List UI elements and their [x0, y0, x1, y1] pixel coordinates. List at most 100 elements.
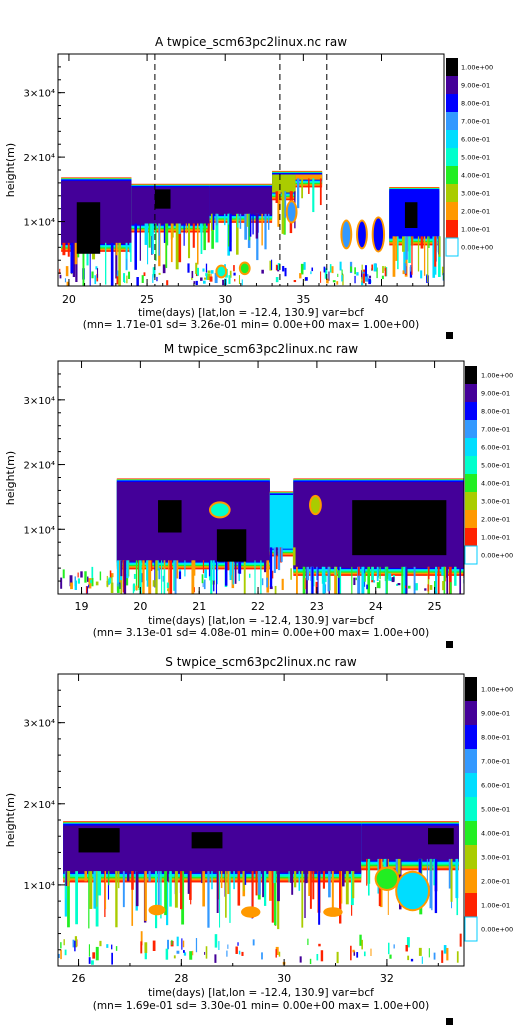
cell-streak — [86, 242, 89, 266]
cell-spot-3 — [287, 202, 296, 222]
x-tick-label-0: 19 — [75, 600, 89, 613]
cell-streak — [202, 560, 205, 574]
colorbar-swatch-5 — [446, 148, 458, 166]
cell-streak — [448, 858, 451, 889]
cell-streak — [389, 578, 393, 582]
cell-streak — [353, 577, 356, 586]
cell-streak — [336, 951, 339, 964]
cell-streak — [241, 279, 243, 286]
cell-streak — [123, 560, 127, 594]
cell-streak — [90, 579, 92, 584]
cell-streak — [269, 260, 273, 271]
cell-streak — [284, 267, 287, 277]
cell-streak — [91, 271, 94, 279]
cell-streak — [318, 871, 321, 925]
chart-panel-0: 20 25 30 35 40 1×10⁴ 2×10⁴ 3×10⁴ A twpice_scm63p… — [4, 35, 493, 339]
cell-streak — [443, 945, 447, 954]
cell-streak — [147, 223, 149, 265]
cell-streak — [261, 269, 264, 274]
colorbar-swatch-4 — [465, 773, 477, 797]
cell-streak — [454, 566, 457, 586]
cell-streak — [354, 267, 356, 275]
cell-streak — [88, 584, 90, 588]
cell-streak — [183, 952, 187, 956]
colorbar-label-8: 2.00e-01 — [461, 208, 490, 216]
cell-streak — [219, 871, 221, 928]
cell-streak — [187, 223, 191, 259]
colorbar-label-8: 2.00e-01 — [481, 878, 510, 886]
cell-streak — [144, 871, 147, 921]
cell-streak — [115, 871, 118, 928]
cell-spot-5 — [240, 263, 249, 274]
heatmap-cells — [58, 821, 462, 965]
cell-streak — [108, 871, 110, 886]
cell-streak — [203, 579, 206, 590]
cell-streak — [311, 566, 314, 594]
cell-streak — [227, 944, 229, 949]
cloud-layer-4 — [295, 174, 323, 180]
cell-streak — [269, 586, 273, 590]
cell-streak — [131, 871, 134, 926]
cell-streak — [365, 274, 369, 282]
x-tick-label-3: 32 — [380, 972, 394, 985]
cell-streak — [275, 277, 279, 283]
cell-streak — [302, 566, 305, 594]
cell-streak — [118, 871, 120, 889]
cell-streak — [342, 274, 344, 286]
cell-streak — [89, 871, 93, 909]
cell-streak — [310, 271, 312, 275]
cell-streak — [345, 871, 349, 905]
cell-streak — [215, 213, 219, 243]
cell-streak — [304, 871, 308, 884]
cell-streak — [261, 213, 263, 246]
cell-streak — [306, 566, 310, 581]
cell-streak — [243, 871, 245, 892]
cell-streak — [131, 871, 134, 890]
cell-streak — [220, 871, 223, 889]
cell-streak — [140, 931, 143, 946]
cell-streak — [376, 566, 379, 582]
cell-streak — [158, 272, 161, 275]
colorbar-label-2: 8.00e-01 — [481, 734, 510, 742]
cell-streak — [405, 944, 408, 952]
cell-streak — [329, 264, 332, 273]
cell-streak — [364, 265, 367, 277]
cell-max-2 — [428, 828, 454, 845]
colorbar-label-5: 5.00e-01 — [461, 154, 490, 162]
cell-streak — [408, 236, 411, 264]
cell-streak — [163, 560, 166, 594]
cell-streak — [138, 560, 140, 591]
cell-streak — [192, 950, 194, 956]
cell-streak — [361, 264, 363, 274]
cell-streak — [104, 871, 106, 918]
cell-streak — [391, 577, 395, 583]
cell-streak — [409, 265, 412, 272]
cell-streak — [297, 178, 300, 209]
cell-streak — [134, 223, 138, 270]
cell-streak — [268, 871, 272, 901]
y-tick-label-2: 3×10⁴ — [24, 89, 55, 100]
cell-streak — [229, 270, 232, 278]
cell-streak — [312, 871, 315, 900]
cell-streak — [173, 955, 176, 959]
colorbar-swatch-9 — [465, 528, 477, 546]
colorbar-swatch-8 — [465, 510, 477, 528]
colorbar-label-0: 1.00e+00 — [461, 64, 493, 72]
cell-spot-1 — [376, 868, 398, 889]
cell-streak — [312, 576, 315, 587]
cell-streak — [376, 267, 378, 279]
colorbar-swatch-1 — [446, 76, 458, 94]
cell-streak — [403, 566, 406, 594]
cell-streak — [88, 957, 91, 964]
cell-streak — [167, 588, 169, 592]
y-axis-label-0: height(m) — [4, 143, 17, 197]
cell-streak — [67, 242, 70, 257]
cell-streak — [352, 949, 355, 953]
colorbar-label-4: 6.00e-01 — [481, 444, 510, 452]
cell-streak — [434, 581, 436, 589]
cell-streak — [373, 580, 376, 583]
cell-streak — [212, 560, 215, 581]
cell-streak — [430, 858, 432, 871]
cell-max-2 — [352, 500, 447, 556]
cell-streak — [95, 581, 99, 586]
